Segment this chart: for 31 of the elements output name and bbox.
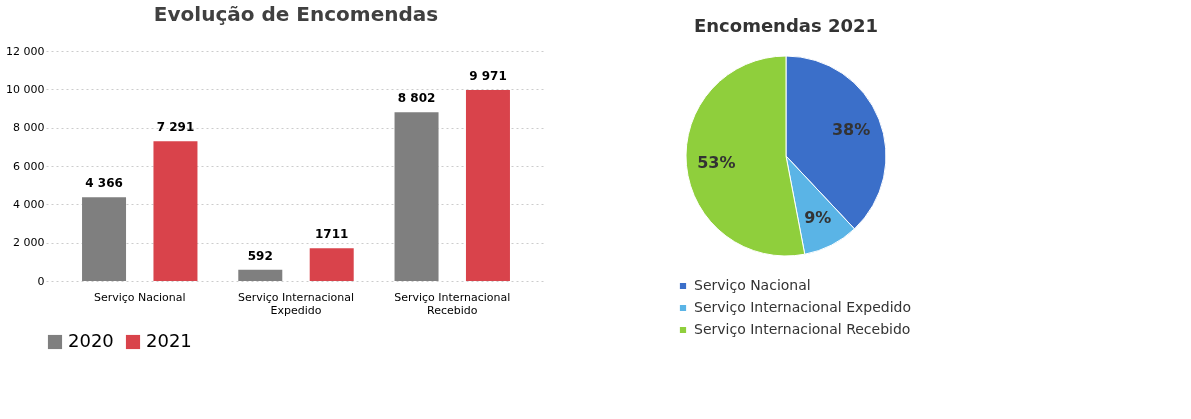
data-label: 8 802: [397, 91, 436, 106]
legend-label: 2020: [68, 330, 114, 351]
legend-label: 2021: [146, 330, 192, 351]
legend-label: Serviço Internacional Recebido: [694, 321, 911, 337]
bar: [309, 248, 354, 281]
bar: [153, 141, 198, 281]
data-label: 1711: [315, 227, 349, 242]
y-tick-label: 4 000: [13, 197, 45, 211]
data-label: 38%: [831, 120, 871, 140]
y-tick-label: 10 000: [6, 82, 45, 96]
x-tick-label: Serviço Internacional Expedido: [237, 290, 355, 317]
data-label: 53%: [697, 152, 736, 172]
legend-label: Serviço Nacional: [694, 277, 811, 293]
bar: [238, 269, 283, 281]
x-tick-label: Serviço Internacional Recebido: [394, 290, 511, 317]
x-tick-label: Serviço Nacional: [93, 290, 186, 304]
y-tick-label: 6 000: [13, 159, 45, 173]
data-label: 4 366: [85, 176, 123, 191]
bar: [394, 112, 439, 281]
data-label: 592: [247, 248, 273, 263]
data-label: 9 971: [469, 68, 507, 83]
data-label: 7 291: [156, 120, 195, 135]
y-tick-label: 0: [37, 274, 45, 288]
y-tick-label: 8 000: [13, 121, 45, 135]
data-label: 9%: [804, 208, 832, 228]
bar: [82, 197, 127, 281]
chart-title: Encomendas 2021: [693, 15, 879, 36]
bar: [465, 89, 510, 281]
chart-title: Evolução de Encomendas: [153, 2, 439, 26]
y-tick-label: 2 000: [13, 236, 45, 250]
y-tick-label: 12 000: [6, 44, 45, 58]
